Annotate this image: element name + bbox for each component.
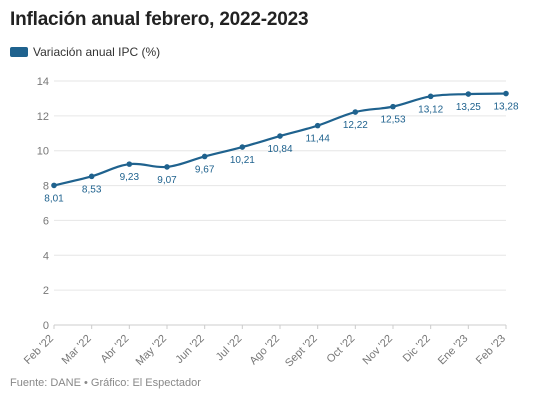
data-point xyxy=(201,153,208,160)
y-tick-label: 2 xyxy=(43,285,49,297)
y-tick-label: 4 xyxy=(43,250,49,262)
legend-label: Variación anual IPC (%) xyxy=(33,45,161,59)
data-point xyxy=(126,161,133,167)
data-point xyxy=(427,93,434,100)
data-label: 12,53 xyxy=(380,115,405,126)
y-tick-label: 10 xyxy=(37,146,49,158)
data-label: 10,21 xyxy=(230,155,255,166)
x-tick-label: Jul '22 xyxy=(214,333,245,364)
data-point xyxy=(88,173,95,180)
chart-title: Inflación anual febrero, 2022-2023 xyxy=(10,9,309,30)
data-point xyxy=(503,90,509,97)
x-tick-label: Dic '22 xyxy=(401,333,433,365)
data-label: 13,25 xyxy=(456,102,481,113)
data-point xyxy=(277,133,283,139)
data-label: 13,12 xyxy=(418,104,443,115)
data-label: 9,67 xyxy=(195,164,215,175)
x-tick-label: Feb '23 xyxy=(474,333,508,367)
y-tick-label: 12 xyxy=(37,111,49,123)
data-label: 12,22 xyxy=(343,120,368,131)
data-point xyxy=(314,122,321,129)
x-tick-label: Sept '22 xyxy=(283,333,320,370)
data-point xyxy=(164,164,170,170)
x-tick-label: Ago '22 xyxy=(247,333,282,368)
data-point xyxy=(465,91,472,97)
x-tick-label: Feb '22 xyxy=(22,333,56,367)
legend: Variación anual IPC (%) xyxy=(10,45,160,59)
data-label: 8,53 xyxy=(82,184,102,195)
x-tick-label: Mar '22 xyxy=(60,333,94,367)
y-tick-label: 8 xyxy=(43,181,49,193)
x-tick-label: Abr '22 xyxy=(99,333,132,366)
x-tick-label: Ene '23 xyxy=(436,333,471,368)
data-point xyxy=(352,109,359,115)
data-label: 10,84 xyxy=(267,144,292,155)
data-label: 9,23 xyxy=(120,172,140,183)
x-tick-label: Oct '22 xyxy=(325,333,358,366)
data-point xyxy=(390,103,396,110)
data-point xyxy=(239,144,246,150)
x-tick-label: Nov '22 xyxy=(361,333,396,368)
x-tick-label: May '22 xyxy=(134,333,169,368)
legend-swatch xyxy=(10,47,28,57)
y-tick-label: 6 xyxy=(43,215,49,227)
data-label: 13,28 xyxy=(493,102,518,113)
data-label: 11,44 xyxy=(306,134,331,145)
data-label: 8,01 xyxy=(44,193,64,204)
data-point xyxy=(51,182,57,189)
source-note: Fuente: DANE • Gráfico: El Espectador xyxy=(10,377,201,389)
data-label: 9,07 xyxy=(157,175,177,186)
y-tick-label: 0 xyxy=(43,320,49,332)
y-tick-label: 14 xyxy=(37,76,49,88)
x-tick-label: Jun '22 xyxy=(173,333,206,366)
